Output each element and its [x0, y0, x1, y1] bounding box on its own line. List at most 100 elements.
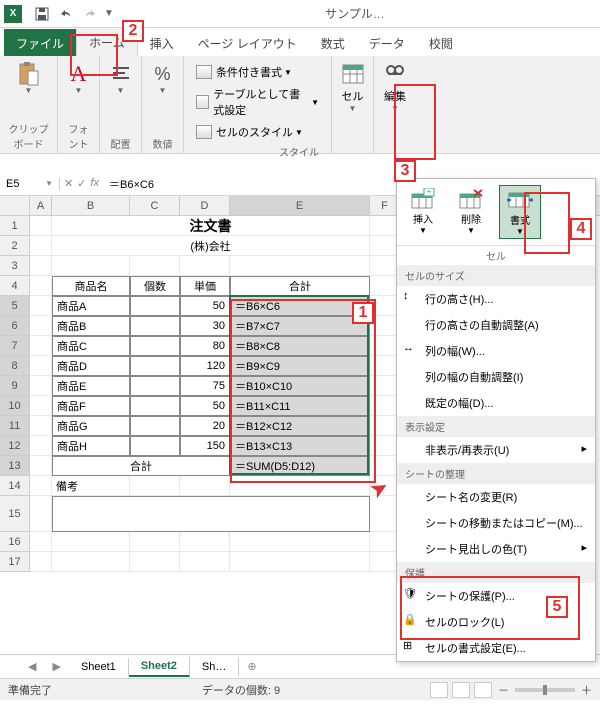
cell[interactable]: 50	[180, 296, 230, 316]
cell[interactable]: 備考	[52, 476, 130, 496]
menu-row-height[interactable]: ↕行の高さ(H)...	[397, 286, 595, 312]
cell[interactable]: 合計	[230, 276, 370, 296]
row-header[interactable]: 10	[0, 396, 30, 416]
menu-tab-color[interactable]: シート見出しの色(T)▸	[397, 536, 595, 562]
view-normal-button[interactable]	[430, 682, 448, 698]
cell[interactable]	[180, 532, 230, 552]
view-break-button[interactable]	[474, 682, 492, 698]
col-header[interactable]: E	[230, 196, 370, 215]
number-button[interactable]: % ▼	[147, 60, 179, 97]
save-icon[interactable]	[32, 4, 52, 24]
name-box[interactable]: E5▼	[0, 178, 60, 190]
cell[interactable]	[30, 476, 52, 496]
col-header[interactable]: B	[52, 196, 130, 215]
cell[interactable]: ＝B10×C10	[230, 376, 370, 396]
cell[interactable]: 50	[180, 396, 230, 416]
row-header[interactable]: 14	[0, 476, 30, 496]
tab-formula[interactable]: 数式	[309, 29, 357, 56]
menu-rename[interactable]: シート名の変更(R)	[397, 484, 595, 510]
undo-icon[interactable]	[56, 4, 76, 24]
view-layout-button[interactable]	[452, 682, 470, 698]
cell[interactable]	[230, 552, 370, 572]
menu-auto-row[interactable]: 行の高さの自動調整(A)	[397, 312, 595, 338]
menu-col-width[interactable]: ↔列の幅(W)...	[397, 338, 595, 364]
cell[interactable]	[30, 316, 52, 336]
cell[interactable]	[30, 276, 52, 296]
enter-icon[interactable]: ✓	[77, 177, 86, 190]
cell[interactable]	[230, 532, 370, 552]
cell[interactable]	[30, 396, 52, 416]
cell[interactable]	[30, 376, 52, 396]
cell[interactable]	[30, 256, 52, 276]
cell[interactable]: 商品H	[52, 436, 130, 456]
row-header[interactable]: 15	[0, 496, 30, 532]
cell[interactable]: ＝SUM(D5:D12)	[230, 456, 370, 476]
cell[interactable]: 単価	[180, 276, 230, 296]
cell[interactable]	[130, 296, 180, 316]
cell[interactable]	[52, 552, 130, 572]
cell[interactable]: 商品名	[52, 276, 130, 296]
cell[interactable]: ＝B12×C12	[230, 416, 370, 436]
cell[interactable]	[130, 436, 180, 456]
cancel-icon[interactable]: ✕	[64, 177, 73, 190]
cell[interactable]	[230, 476, 370, 496]
cell[interactable]: 商品G	[52, 416, 130, 436]
cell[interactable]: 商品C	[52, 336, 130, 356]
row-header[interactable]: 6	[0, 316, 30, 336]
edit-button[interactable]: 編集 ▼	[379, 60, 411, 115]
cell[interactable]	[130, 376, 180, 396]
menu-auto-col[interactable]: 列の幅の自動調整(I)	[397, 364, 595, 390]
menu-move-copy[interactable]: シートの移動またはコピー(M)...	[397, 510, 595, 536]
sheet-tab[interactable]: Sheet2	[129, 657, 190, 677]
cell[interactable]	[130, 256, 180, 276]
sheet-nav-next[interactable]: ▶	[44, 660, 68, 673]
cell[interactable]: 30	[180, 316, 230, 336]
cell[interactable]: ＝B8×C8	[230, 336, 370, 356]
tab-layout[interactable]: ページ レイアウト	[186, 29, 309, 56]
menu-default-width[interactable]: 既定の幅(D)...	[397, 390, 595, 416]
col-header[interactable]: A	[30, 196, 52, 215]
row-header[interactable]: 5	[0, 296, 30, 316]
cell[interactable]	[130, 356, 180, 376]
cell[interactable]: ＝B13×C13	[230, 436, 370, 456]
cell[interactable]: (株)会社	[52, 236, 370, 256]
cell[interactable]: ＝B9×C9	[230, 356, 370, 376]
select-all-corner[interactable]	[0, 196, 30, 215]
menu-insert-button[interactable]: + 挿入▼	[403, 185, 443, 239]
cell[interactable]: 80	[180, 336, 230, 356]
cell[interactable]: 商品F	[52, 396, 130, 416]
cell-button[interactable]: セル ▼	[337, 60, 369, 115]
cell[interactable]: 商品D	[52, 356, 130, 376]
cell[interactable]	[52, 532, 130, 552]
cell[interactable]	[130, 336, 180, 356]
cell[interactable]	[30, 436, 52, 456]
cell[interactable]: 注文書	[52, 216, 370, 236]
cell[interactable]: 120	[180, 356, 230, 376]
tab-insert[interactable]: 挿入	[138, 29, 186, 56]
cell[interactable]: 商品B	[52, 316, 130, 336]
cell[interactable]: 個数	[130, 276, 180, 296]
row-header[interactable]: 13	[0, 456, 30, 476]
tab-file[interactable]: ファイル	[4, 29, 76, 56]
row-header[interactable]: 12	[0, 436, 30, 456]
col-header[interactable]: D	[180, 196, 230, 215]
cell-style-button[interactable]: セルのスタイル ▼	[194, 122, 321, 142]
cell[interactable]: ＝B7×C7	[230, 316, 370, 336]
cell[interactable]: 商品E	[52, 376, 130, 396]
sheet-tab[interactable]: Sheet1	[69, 658, 129, 676]
paste-button[interactable]: ▼	[13, 60, 45, 97]
row-header[interactable]: 1	[0, 216, 30, 236]
row-header[interactable]: 3	[0, 256, 30, 276]
cell[interactable]	[30, 532, 52, 552]
cell[interactable]	[130, 476, 180, 496]
cell[interactable]: 商品A	[52, 296, 130, 316]
row-header[interactable]: 16	[0, 532, 30, 552]
cell[interactable]	[30, 216, 52, 236]
cell[interactable]	[30, 552, 52, 572]
align-button[interactable]: ▼	[105, 60, 137, 97]
menu-format-cells[interactable]: ⊞セルの書式設定(E)...	[397, 635, 595, 661]
cell[interactable]	[180, 476, 230, 496]
row-header[interactable]: 2	[0, 236, 30, 256]
cell[interactable]	[130, 396, 180, 416]
cell[interactable]	[130, 552, 180, 572]
